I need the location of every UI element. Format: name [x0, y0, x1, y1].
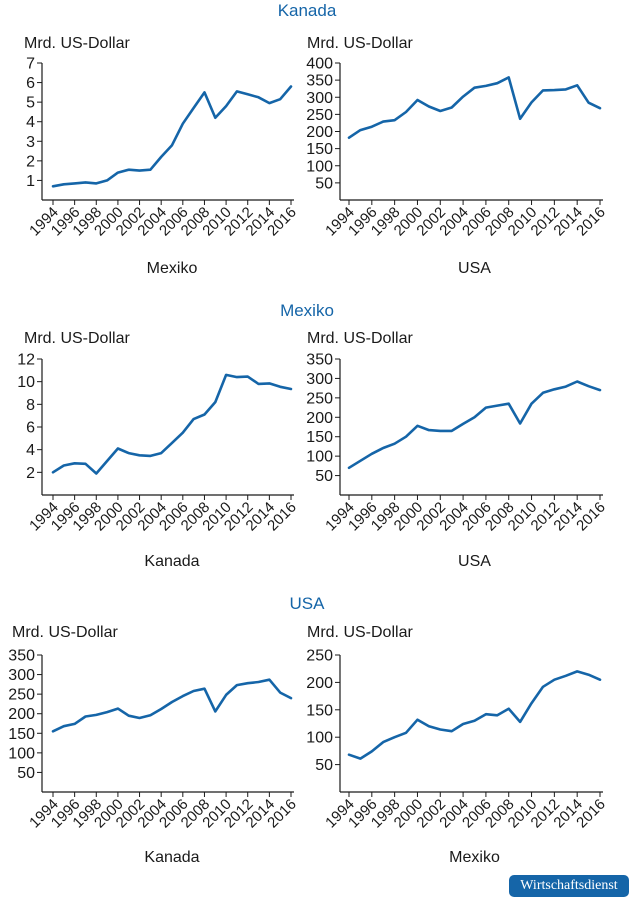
- y-axis-title: Mrd. US-Dollar: [307, 624, 413, 641]
- section-title-usa: USA: [290, 594, 326, 613]
- y-tick-label: 150: [306, 702, 333, 719]
- series-line: [51, 678, 293, 733]
- series-line: [51, 373, 293, 475]
- y-tick-label: 50: [315, 175, 333, 192]
- y-tick-label: 100: [306, 449, 333, 466]
- y-tick-label: 7: [26, 56, 35, 73]
- section-title-mexiko: Mexiko: [280, 301, 334, 320]
- x-axis-title: USA: [458, 260, 491, 277]
- y-tick-label: 100: [8, 745, 35, 762]
- y-tick-label: 300: [8, 667, 35, 684]
- chart-panel-2: 5010015020025030035040019941996199820002…: [306, 35, 609, 277]
- chart-panel-6: 5010015020025019941996199820002002200420…: [306, 624, 609, 866]
- y-tick-label: 4: [26, 114, 35, 131]
- y-tick-label: 200: [306, 124, 333, 141]
- y-axis-title: Mrd. US-Dollar: [307, 330, 413, 347]
- y-tick-label: 6: [26, 75, 35, 92]
- y-tick-label: 300: [306, 90, 333, 107]
- y-tick-label: 150: [8, 726, 35, 743]
- publisher-badge: Wirtschaftsdienst: [509, 875, 629, 897]
- y-tick-label: 3: [26, 134, 35, 151]
- y-tick-label: 150: [306, 429, 333, 446]
- y-tick-label: 2: [26, 465, 35, 482]
- y-tick-label: 50: [17, 765, 35, 782]
- chart-panel-5: 5010015020025030035019941996199820002002…: [8, 624, 300, 866]
- y-axis-title: Mrd. US-Dollar: [307, 35, 413, 52]
- y-tick-label: 250: [8, 687, 35, 704]
- y-tick-label: 250: [306, 107, 333, 124]
- x-axis-title: USA: [458, 553, 491, 570]
- series-line: [347, 76, 602, 139]
- y-tick-label: 350: [8, 648, 35, 665]
- series-line: [347, 670, 602, 760]
- series-line: [51, 85, 293, 188]
- y-tick-label: 200: [306, 675, 333, 692]
- y-tick-label: 2: [26, 153, 35, 170]
- y-tick-label: 400: [306, 56, 333, 73]
- series-line: [347, 380, 602, 470]
- y-tick-label: 10: [17, 374, 35, 391]
- y-tick-label: 50: [315, 757, 333, 774]
- y-tick-label: 6: [26, 420, 35, 437]
- y-tick-label: 200: [8, 706, 35, 723]
- chart-panel-3: 2468101219941996199820002002200420062008…: [17, 330, 300, 570]
- y-tick-label: 250: [306, 390, 333, 407]
- section-title-kanada: Kanada: [278, 1, 337, 20]
- y-tick-label: 350: [306, 73, 333, 90]
- y-tick-label: 200: [306, 410, 333, 427]
- y-tick-label: 150: [306, 141, 333, 158]
- chart-panel-1: 1234567199419961998200020022004200620082…: [24, 35, 300, 277]
- y-tick-label: 5: [26, 95, 35, 112]
- y-tick-label: 8: [26, 397, 35, 414]
- y-tick-label: 100: [306, 158, 333, 175]
- y-axis-title: Mrd. US-Dollar: [12, 624, 118, 641]
- y-tick-label: 100: [306, 730, 333, 747]
- y-tick-label: 350: [306, 352, 333, 369]
- y-tick-label: 4: [26, 442, 35, 459]
- y-tick-label: 50: [315, 468, 333, 485]
- x-axis-title: Mexiko: [449, 849, 500, 866]
- x-axis-title: Kanada: [144, 553, 199, 570]
- y-axis-title: Mrd. US-Dollar: [24, 330, 130, 347]
- y-tick-label: 12: [17, 352, 35, 369]
- y-axis-title: Mrd. US-Dollar: [24, 35, 130, 52]
- y-tick-label: 250: [306, 648, 333, 665]
- y-tick-label: 300: [306, 371, 333, 388]
- chart-panel-4: 5010015020025030035019941996199820002002…: [306, 330, 609, 570]
- x-axis-title: Kanada: [144, 849, 199, 866]
- y-tick-label: 1: [26, 173, 35, 190]
- x-axis-title: Mexiko: [147, 260, 198, 277]
